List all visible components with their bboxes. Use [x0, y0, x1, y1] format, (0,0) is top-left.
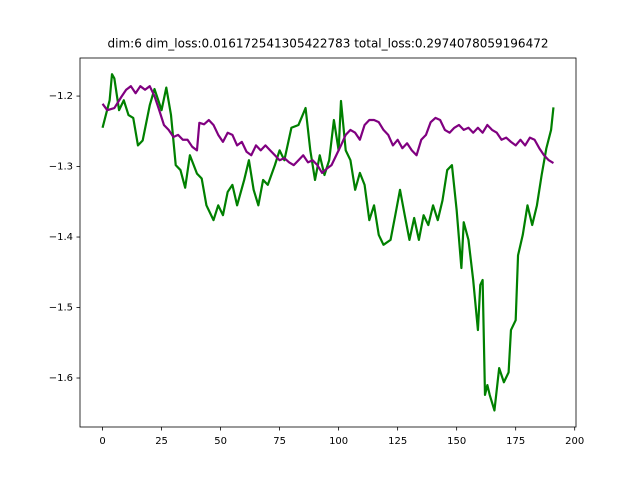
y-tick-label: −1.3	[49, 162, 73, 173]
y-tick-label: −1.5	[49, 303, 73, 314]
chart-title: dim:6 dim_loss:0.016172541305422783 tota…	[108, 37, 549, 51]
line-series	[101, 73, 555, 412]
x-tick-label: 75	[273, 436, 286, 447]
x-tick-label: 150	[447, 436, 466, 447]
line-series	[101, 85, 555, 174]
x-tick-label: 25	[155, 436, 168, 447]
y-tick-label: −1.2	[49, 91, 73, 102]
x-tick-label: 125	[388, 436, 407, 447]
x-tick-label: 100	[329, 436, 348, 447]
plot-frame	[79, 57, 577, 428]
x-tick-label: 175	[506, 436, 525, 447]
y-tick-label: −1.4	[49, 232, 73, 243]
x-tick-label: 200	[565, 436, 584, 447]
x-tick-label: 50	[214, 436, 227, 447]
y-tick-label: −1.6	[49, 373, 73, 384]
x-tick-label: 0	[99, 436, 105, 447]
